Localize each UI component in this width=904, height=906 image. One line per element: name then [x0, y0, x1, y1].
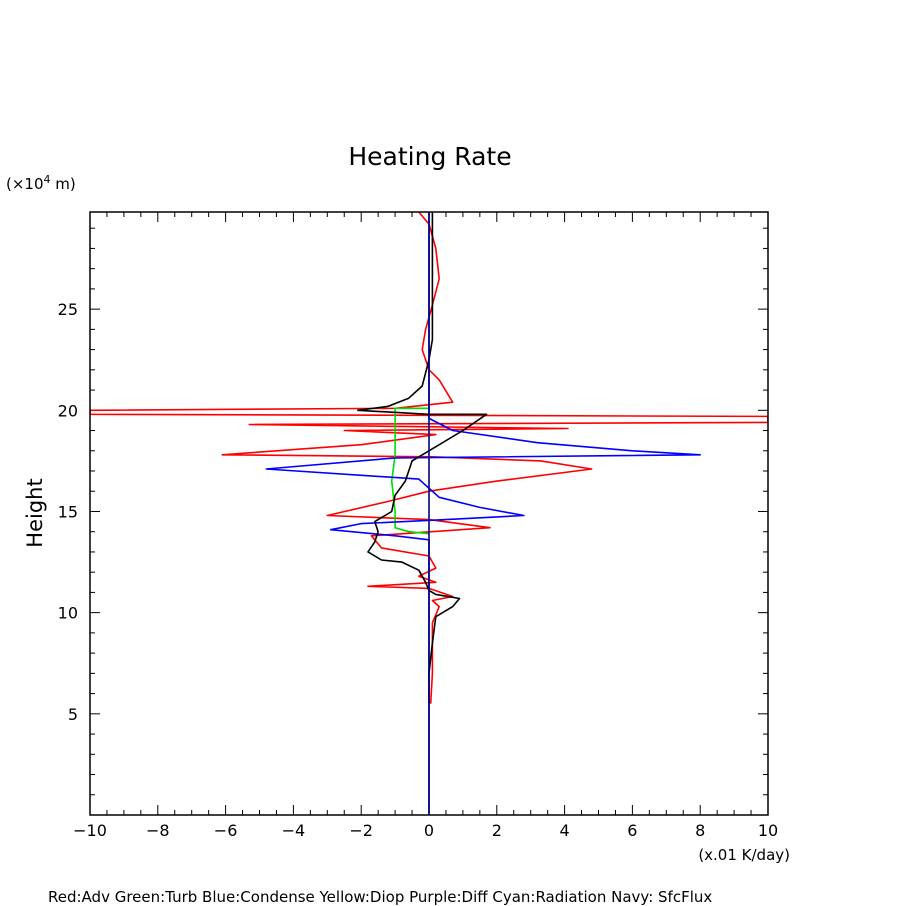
y-unit-label: (×104 m): [6, 173, 76, 193]
series-layer: [90, 212, 768, 815]
x-tick-label: −4: [282, 821, 306, 840]
axis-ticks: [89, 212, 769, 815]
plot-frame: [89, 211, 769, 816]
y-axis-label: Height: [23, 478, 47, 547]
y-tick-label: 20: [58, 401, 78, 420]
y-unit-exponent: 4: [44, 173, 51, 186]
x-tick-label: 6: [627, 821, 637, 840]
x-unit-label: (x.01 K/day): [698, 846, 790, 864]
y-unit-prefix: (×10: [6, 175, 44, 193]
x-tick-label: −2: [349, 821, 373, 840]
x-tick-label: −6: [214, 821, 238, 840]
x-tick-label: −8: [146, 821, 170, 840]
x-tick-label: 0: [424, 821, 434, 840]
series-line-0: [90, 212, 768, 704]
y-tick-label: 10: [58, 604, 78, 623]
x-tick-label: 8: [695, 821, 705, 840]
y-tick-label: 15: [58, 502, 78, 521]
y-tick-label: 5: [68, 705, 78, 724]
x-tick-label: 4: [560, 821, 570, 840]
x-tick-label: 10: [758, 821, 778, 840]
chart-title: Heating Rate: [348, 142, 511, 171]
legend-text: Red:Adv Green:Turb Blue:Condense Yellow:…: [48, 888, 713, 906]
x-tick-label: −10: [73, 821, 107, 840]
tick-labels: −10 −8 −6 −4 −2 0 2 4 6 8 10 5 10 15 20 25: [58, 300, 779, 840]
series-line-3: [356, 212, 488, 704]
y-unit-suffix: m): [51, 175, 76, 193]
y-tick-label: 25: [58, 300, 78, 319]
x-tick-label: 2: [492, 821, 502, 840]
series-line-2: [265, 212, 702, 815]
